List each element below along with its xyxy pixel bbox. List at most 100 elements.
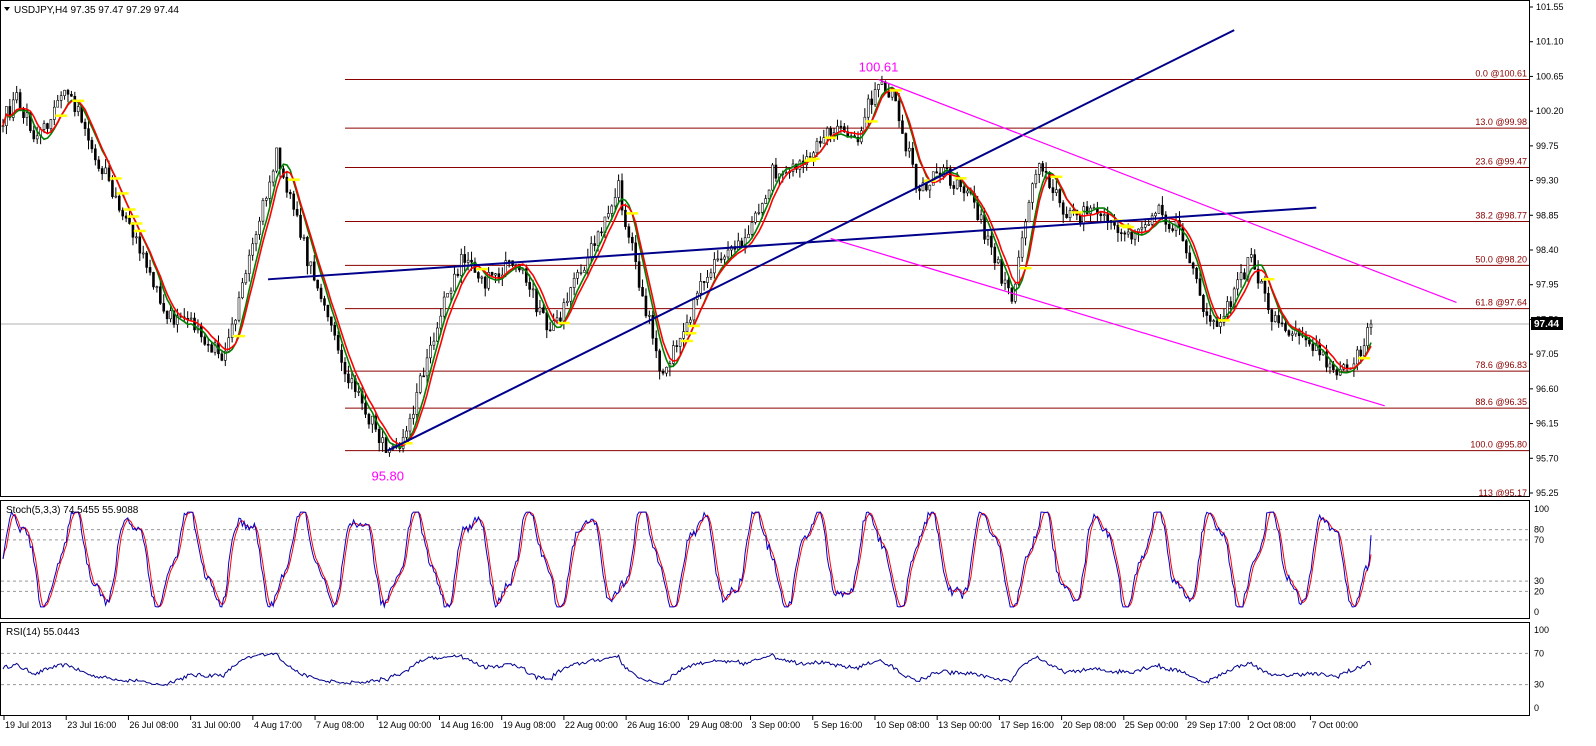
candle-body: [911, 147, 915, 165]
candle-body: [1116, 225, 1120, 233]
fib-level-label: 88.6 @96.35: [1475, 397, 1527, 407]
current-price-box: [1531, 317, 1563, 330]
candle-body: [1150, 215, 1154, 225]
time-tick-label: 23 Jul 16:00: [67, 720, 116, 730]
time-tick-label: 5 Sep 16:00: [814, 720, 863, 730]
candle-body: [97, 159, 101, 169]
candle-body: [340, 349, 343, 363]
candle-body: [1085, 206, 1089, 214]
candle-body: [716, 258, 720, 261]
fib-level-label: 38.2 @98.77: [1475, 210, 1527, 220]
candle-body: [1311, 343, 1315, 351]
candle-body: [449, 290, 453, 294]
candle-body: [1154, 213, 1157, 217]
candle-body: [312, 261, 316, 281]
candle-body: [689, 319, 692, 323]
candle-body: [73, 95, 77, 112]
candle-body: [966, 190, 969, 194]
candle-body: [100, 168, 104, 175]
candle-body: [976, 201, 980, 220]
candle-body: [1099, 213, 1103, 217]
candle-body: [288, 192, 292, 195]
price-annotation: 100.61: [859, 60, 899, 75]
candle-body: [507, 260, 511, 262]
candle-body: [90, 139, 94, 150]
stoch-panel-frame: [0, 500, 1530, 619]
candle-body: [651, 314, 655, 339]
fib-level-label: 61.8 @97.64: [1475, 298, 1527, 308]
candle-body: [675, 345, 679, 347]
price-tick-label: 97.05: [1536, 349, 1559, 359]
candle-body: [459, 254, 463, 276]
candle-body: [661, 371, 665, 374]
candle-body: [1263, 281, 1267, 294]
candle-body: [750, 221, 754, 235]
candle-body: [227, 337, 231, 352]
candle-body: [470, 259, 473, 263]
candle-body: [555, 317, 559, 322]
candle-body: [589, 243, 593, 258]
candle-body: [1195, 267, 1198, 280]
candle-body: [819, 140, 822, 144]
fib-level-label: 50.0 @98.20: [1475, 254, 1527, 264]
candle-body: [1014, 283, 1017, 302]
time-tick-label: 4 Aug 17:00: [254, 720, 302, 730]
candle-body: [1167, 223, 1171, 229]
candle-body: [754, 212, 757, 223]
fib-level-label: 100.0 @95.80: [1470, 440, 1527, 450]
candle-body: [135, 236, 138, 239]
candle-body: [176, 315, 179, 325]
candle-body: [921, 182, 925, 192]
candle-body: [213, 342, 217, 353]
candle-body: [63, 89, 66, 96]
candle-body: [141, 252, 145, 255]
candle-body: [18, 92, 22, 110]
candle-body: [747, 233, 750, 239]
candle-body: [682, 331, 685, 339]
time-tick-label: 29 Aug 08:00: [689, 720, 742, 730]
ma-fast-line: [2, 87, 1372, 447]
candle-body: [630, 236, 634, 244]
candle-body: [1191, 262, 1195, 269]
candle-body: [111, 180, 114, 197]
price-tick-label: 98.85: [1536, 210, 1559, 220]
candle-body: [531, 288, 535, 291]
candle-body: [583, 269, 586, 273]
window-menu-triangle-icon[interactable]: [4, 7, 10, 11]
candle-body: [839, 125, 843, 128]
candle-body: [545, 312, 549, 331]
candle-body: [1058, 189, 1062, 204]
trendlines[interactable]: 100.61 95.80: [267, 29, 1457, 484]
candle-body: [1280, 322, 1284, 325]
candle-body: [203, 336, 207, 345]
candle-body: [490, 272, 494, 276]
rsi-tick-label: 100: [1534, 625, 1549, 635]
price-tick-label: 101.55: [1536, 2, 1564, 12]
candle-body: [59, 95, 63, 101]
candle-body: [760, 203, 764, 213]
candle-body: [381, 437, 384, 444]
candle-body: [757, 212, 761, 214]
candle-body: [247, 254, 251, 274]
candle-body: [384, 437, 388, 453]
candle-body: [665, 366, 668, 374]
candle-body: [1236, 279, 1239, 290]
candle-body: [569, 287, 573, 302]
fibonacci-levels: 0.0 @100.61 13.0 @99.98 23.6 @99.47 38.2 @9…: [1, 69, 1529, 498]
time-tick-label: 2 Oct 08:00: [1249, 720, 1296, 730]
candle-body: [412, 414, 415, 419]
candle-body: [1092, 207, 1096, 210]
candle-body: [1202, 295, 1205, 312]
candle-body: [829, 128, 832, 136]
price-candles: [1, 75, 1373, 457]
candle-body: [1205, 311, 1209, 316]
candle-body: [251, 243, 254, 256]
candle-body: [275, 147, 278, 172]
candle-body: [1328, 363, 1332, 368]
candle-body: [764, 198, 767, 204]
candle-body: [456, 273, 460, 276]
candle-body: [224, 350, 227, 361]
candle-body: [323, 298, 326, 306]
candle-body: [442, 296, 446, 317]
